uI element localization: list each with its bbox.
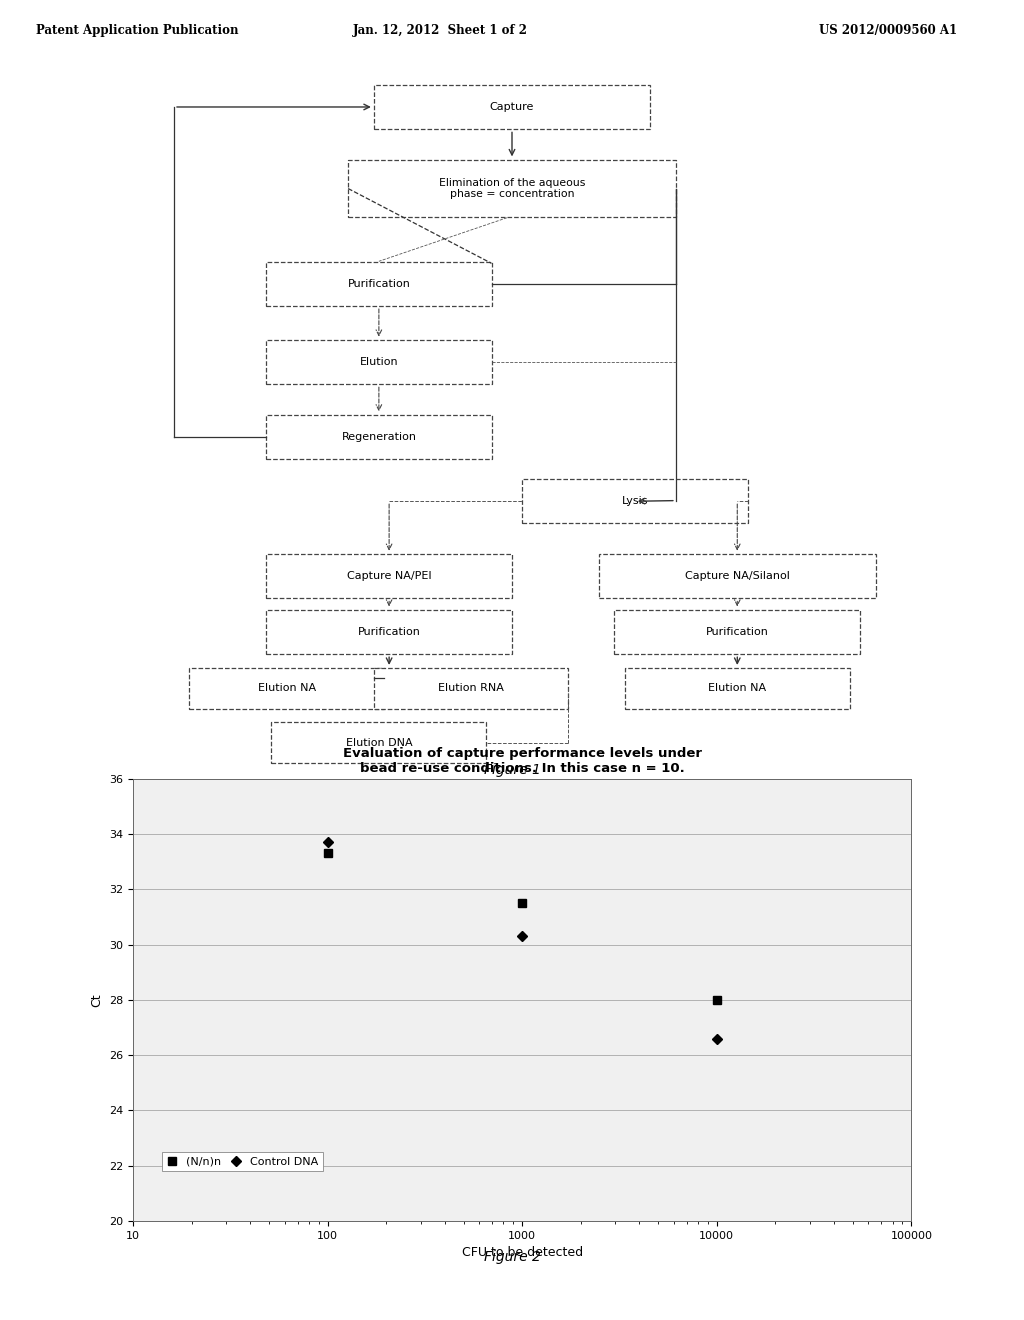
Text: Capture NA/PEI: Capture NA/PEI: [347, 572, 431, 581]
Text: Regeneration: Regeneration: [341, 432, 417, 442]
Control DNA: [322, 834, 334, 850]
Text: Jan. 12, 2012  Sheet 1 of 2: Jan. 12, 2012 Sheet 1 of 2: [353, 24, 527, 37]
Legend: (N/n)n, Control DNA: (N/n)n, Control DNA: [162, 1152, 324, 1171]
Line: Control DNA: Control DNA: [325, 840, 720, 1041]
(N/n)n: [711, 991, 723, 1007]
Bar: [266, 414, 492, 459]
X-axis label: CFU to be detected: CFU to be detected: [462, 1246, 583, 1259]
Text: Capture NA/Silanol: Capture NA/Silanol: [685, 572, 790, 581]
Text: US 2012/0009560 A1: US 2012/0009560 A1: [819, 24, 957, 37]
Bar: [189, 668, 384, 709]
Text: Elution: Elution: [359, 356, 398, 367]
Bar: [614, 610, 860, 653]
(N/n)n: [322, 846, 334, 862]
Bar: [374, 668, 568, 709]
Y-axis label: Ct: Ct: [90, 993, 103, 1007]
Text: Purification: Purification: [706, 627, 769, 636]
Text: Purification: Purification: [357, 627, 421, 636]
Text: Elution NA: Elution NA: [709, 684, 766, 693]
Text: Elution NA: Elution NA: [258, 684, 315, 693]
Bar: [599, 554, 876, 598]
Bar: [271, 722, 486, 763]
Bar: [522, 479, 748, 523]
Text: Elimination of the aqueous
phase = concentration: Elimination of the aqueous phase = conce…: [439, 178, 585, 199]
Bar: [266, 261, 492, 306]
Bar: [266, 554, 512, 598]
Line: (N/n)n: (N/n)n: [324, 850, 721, 1003]
Bar: [625, 668, 850, 709]
Text: Figure 2: Figure 2: [483, 1250, 541, 1263]
(N/n)n: [516, 895, 528, 911]
Text: Patent Application Publication: Patent Application Publication: [36, 24, 239, 37]
Text: Elution RNA: Elution RNA: [438, 684, 504, 693]
Control DNA: [516, 928, 528, 944]
Bar: [348, 160, 676, 218]
Control DNA: [711, 1031, 723, 1047]
Bar: [266, 339, 492, 384]
Bar: [266, 610, 512, 653]
Text: Figure 1: Figure 1: [483, 763, 541, 776]
Title: Evaluation of capture performance levels under
bead re-use conditions. In this c: Evaluation of capture performance levels…: [343, 747, 701, 775]
Text: Capture: Capture: [489, 102, 535, 112]
Text: Elution DNA: Elution DNA: [345, 738, 413, 747]
Text: Purification: Purification: [347, 279, 411, 289]
Text: Lysis: Lysis: [622, 496, 648, 507]
Bar: [374, 84, 650, 129]
